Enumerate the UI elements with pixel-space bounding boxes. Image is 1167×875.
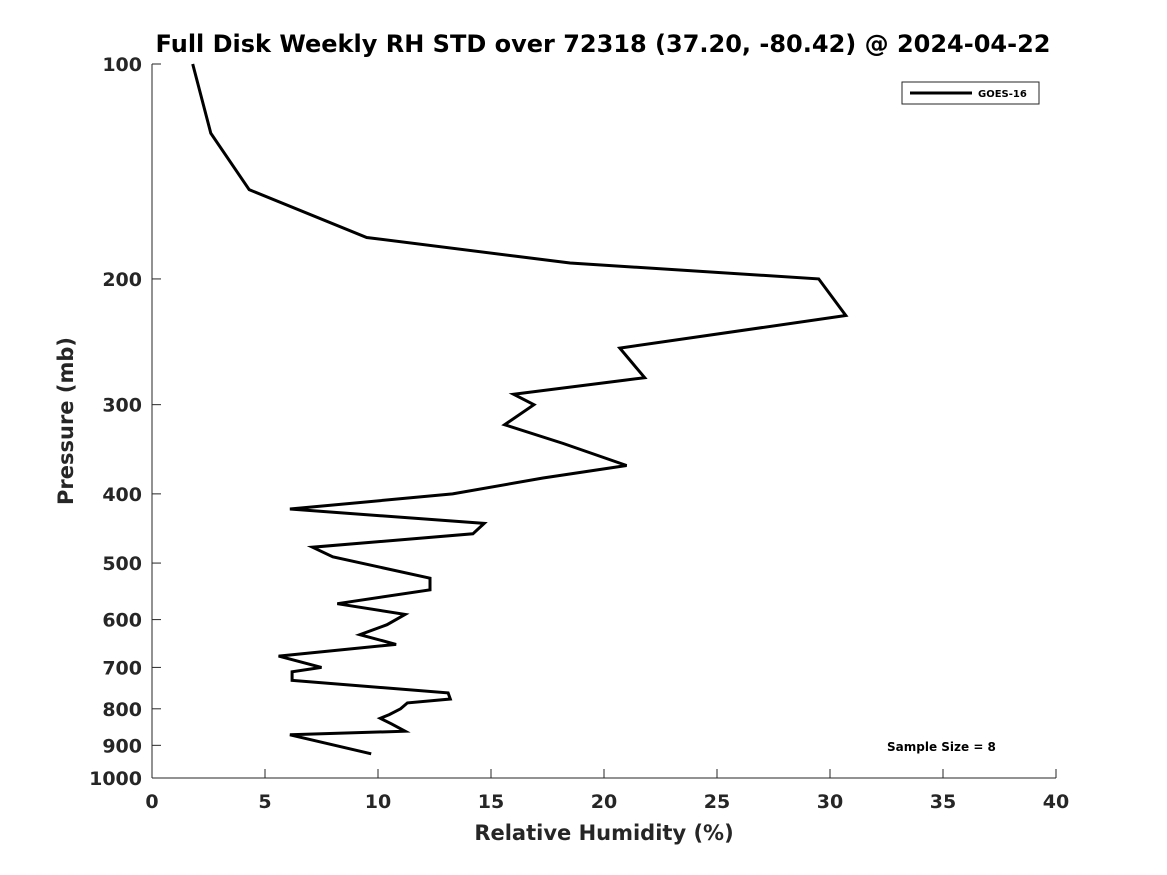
x-tick-label: 10 xyxy=(365,791,391,813)
y-tick-label: 800 xyxy=(102,699,142,721)
x-tick-label: 25 xyxy=(704,791,730,813)
sample-size-annotation: Sample Size = 8 xyxy=(887,740,996,754)
x-tick-label: 0 xyxy=(145,791,158,813)
y-tick-label: 100 xyxy=(102,54,142,76)
x-tick-label: 5 xyxy=(258,791,271,813)
legend: GOES-16 xyxy=(901,81,1040,105)
x-tick-label: 20 xyxy=(591,791,617,813)
y-axis-label: Pressure (mb) xyxy=(54,337,78,505)
legend-label-goes-16: GOES-16 xyxy=(978,89,1027,100)
y-tick-label: 900 xyxy=(102,735,142,757)
x-axis-ticks: 0 5 10 15 20 25 30 35 40 xyxy=(145,769,1069,813)
x-tick-label: 35 xyxy=(930,791,956,813)
y-tick-label: 200 xyxy=(102,269,142,291)
y-tick-label: 700 xyxy=(102,657,142,679)
plot-area xyxy=(152,64,1056,778)
x-tick-label: 15 xyxy=(478,791,504,813)
x-axis-label: Relative Humidity (%) xyxy=(474,821,733,845)
y-tick-label: 600 xyxy=(102,610,142,632)
y-tick-label: 400 xyxy=(102,484,142,506)
y-tick-label: 300 xyxy=(102,395,142,417)
series-line-goes-16 xyxy=(191,63,849,756)
x-tick-label: 40 xyxy=(1043,791,1069,813)
y-tick-label: 500 xyxy=(102,553,142,575)
y-axis-ticks: 100 200 300 400 500 600 700 800 900 1000 xyxy=(89,54,161,790)
y-tick-label: 1000 xyxy=(89,768,142,790)
chart-title: Full Disk Weekly RH STD over 72318 (37.2… xyxy=(156,30,1051,58)
x-tick-label: 30 xyxy=(817,791,843,813)
